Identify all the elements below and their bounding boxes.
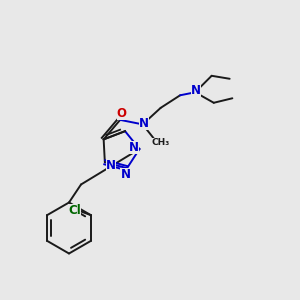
Text: N: N (129, 141, 139, 154)
Text: N: N (106, 159, 116, 172)
Text: N: N (121, 168, 130, 181)
Text: CH₃: CH₃ (152, 138, 170, 147)
Text: Cl: Cl (68, 204, 81, 217)
Text: N: N (191, 84, 201, 97)
Text: O: O (117, 107, 127, 120)
Text: N: N (139, 117, 148, 130)
